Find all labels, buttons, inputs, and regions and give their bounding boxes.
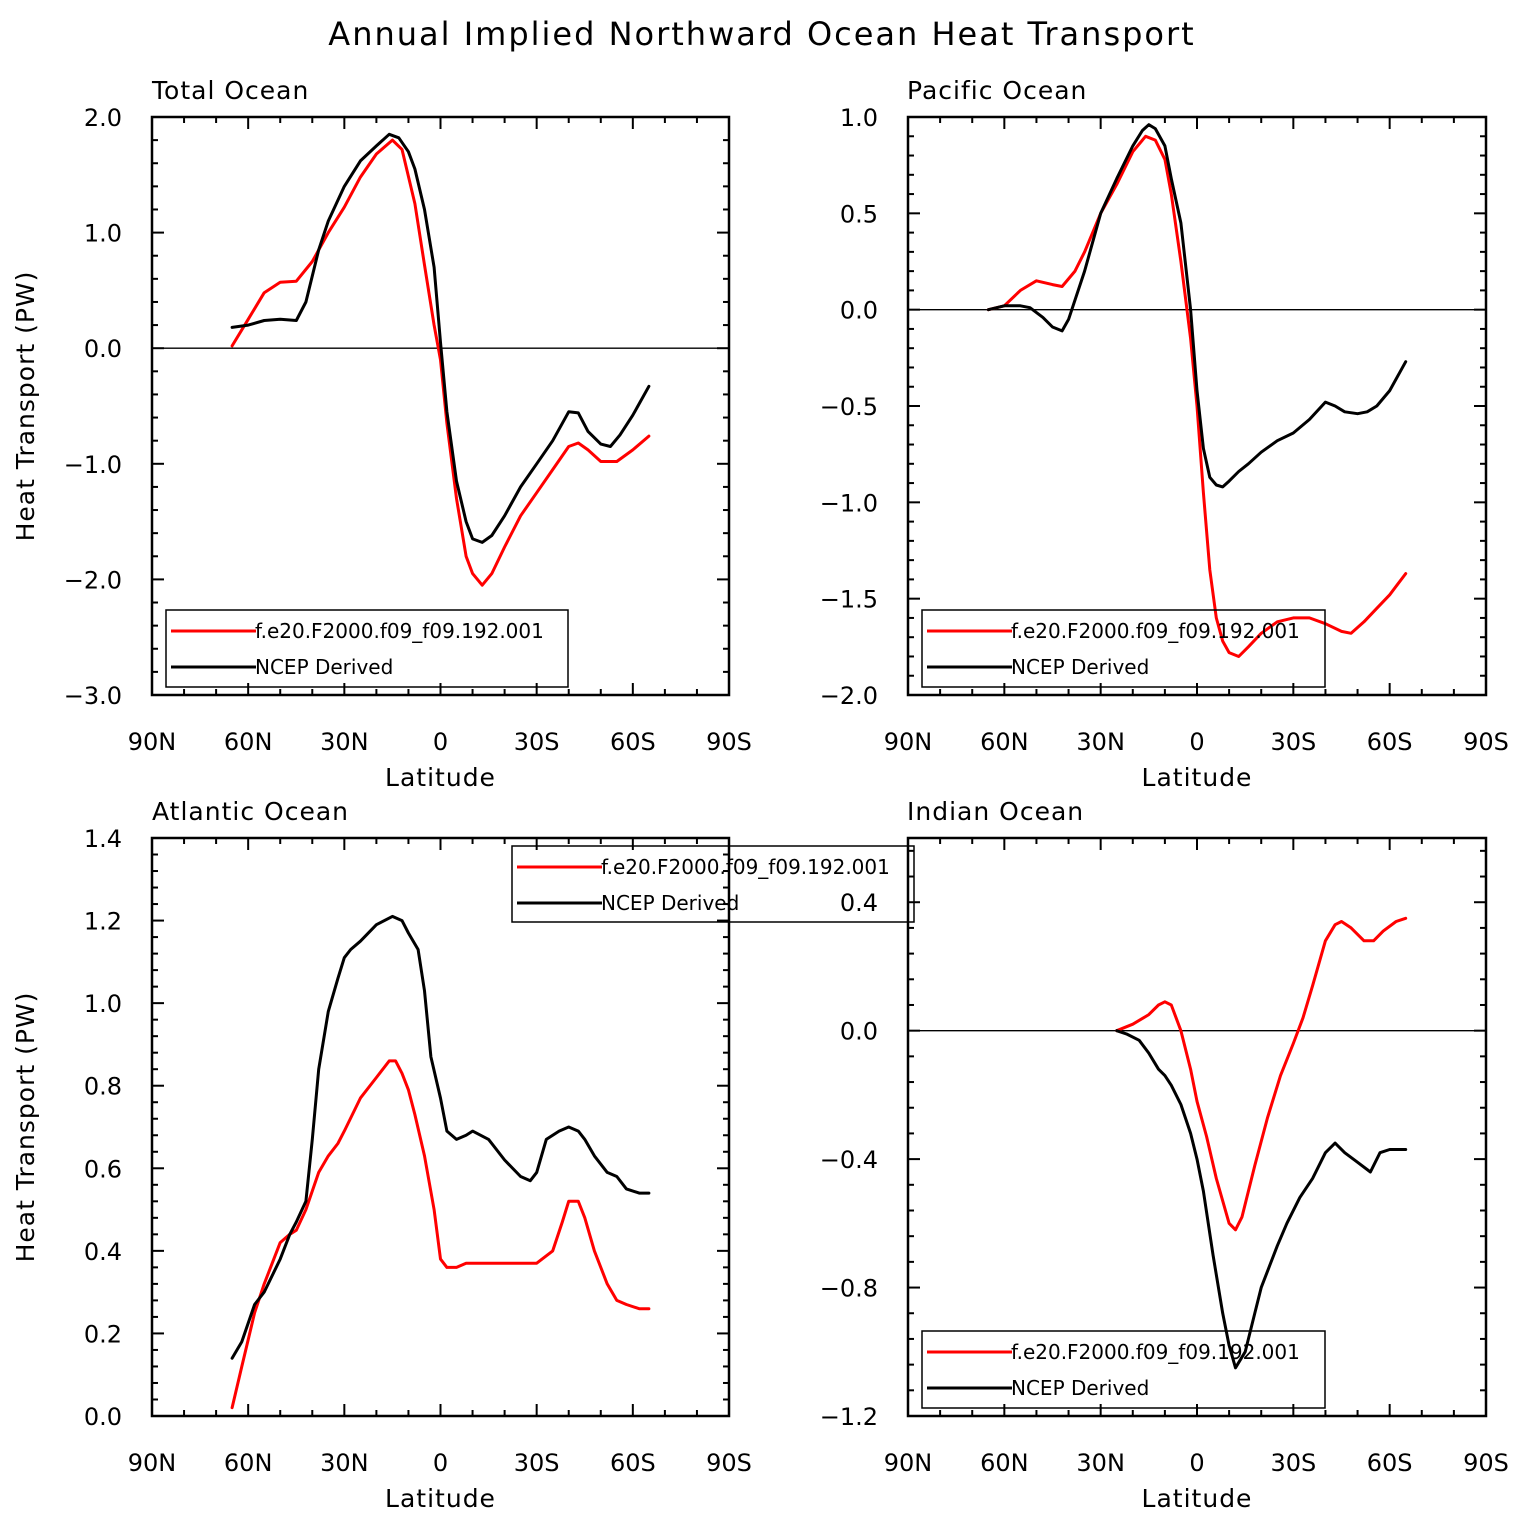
panel-indian-ocean: Indian Ocean 90N 60N 30N 0 30S 60S 90S −1.2 −0.8… bbox=[820, 797, 1509, 1513]
y-tick-label: 0.0 bbox=[840, 297, 878, 325]
legend-label: f.e20.F2000.f09_f09.192.001 bbox=[255, 619, 544, 643]
legend-box bbox=[165, 609, 569, 688]
panel-atlantic-ocean: Atlantic Ocean 90N 60N 30N 0 30S 60S 90S 0.0 0.2… bbox=[11, 797, 915, 1513]
x-tick-label: 90N bbox=[884, 728, 933, 756]
legend-label: NCEP Derived bbox=[255, 655, 393, 679]
x-tick-label: 60S bbox=[610, 1449, 656, 1477]
y-tick-label: 0.8 bbox=[84, 1073, 122, 1101]
x-tick-label: 90S bbox=[706, 728, 752, 756]
plot-frame bbox=[906, 115, 1488, 697]
x-tick-label: 30N bbox=[1076, 1449, 1125, 1477]
series-line-model bbox=[230, 1059, 651, 1410]
legend-label: f.e20.F2000.f09_f09.192.001 bbox=[1011, 619, 1300, 643]
y-tick-label: 0.6 bbox=[84, 1155, 122, 1183]
legend: f.e20.F2000.f09_f09.192.001 NCEP Derived bbox=[511, 845, 915, 923]
x-axis-label: Latitude bbox=[1142, 1484, 1253, 1513]
x-tick-label: 60N bbox=[980, 1449, 1029, 1477]
y-tick-label: −0.4 bbox=[820, 1146, 878, 1174]
x-tick-label: 60N bbox=[224, 1449, 273, 1477]
x-tick-label: 90S bbox=[706, 1449, 752, 1477]
y-tick-label: 0.2 bbox=[84, 1320, 122, 1348]
legend-label: NCEP Derived bbox=[601, 891, 739, 915]
legend-label: f.e20.F2000.f09_f09.192.001 bbox=[1011, 1340, 1300, 1364]
y-tick-label: 1.0 bbox=[84, 220, 122, 248]
panel-title: Total Ocean bbox=[151, 76, 309, 105]
series-line-ncep bbox=[1115, 1029, 1408, 1370]
legend: f.e20.F2000.f09_f09.192.001 NCEP Derived bbox=[921, 1330, 1326, 1409]
y-tick-label: 0.0 bbox=[84, 335, 122, 363]
x-tick-label: 30S bbox=[1270, 728, 1316, 756]
y-axis-label: Heat Transport (PW) bbox=[11, 271, 40, 542]
main-title: Annual Implied Northward Ocean Heat Tran… bbox=[328, 15, 1195, 53]
x-tick-label: 90S bbox=[1463, 1449, 1509, 1477]
y-tick-label: 1.0 bbox=[840, 104, 878, 132]
x-tick-label: 30S bbox=[514, 1449, 560, 1477]
x-tick-label: 60N bbox=[980, 728, 1029, 756]
x-tick-label: 0 bbox=[1189, 1449, 1204, 1477]
x-tick-label: 30N bbox=[320, 1449, 369, 1477]
y-tick-label: −0.5 bbox=[820, 393, 878, 421]
x-tick-label: 60S bbox=[610, 728, 656, 756]
x-tick-label: 30N bbox=[320, 728, 369, 756]
legend-box bbox=[511, 845, 915, 923]
legend-box bbox=[921, 1330, 1326, 1409]
x-tick-label: 90N bbox=[884, 1449, 933, 1477]
x-tick-label: 90N bbox=[128, 1449, 177, 1477]
y-tick-label: 1.0 bbox=[84, 990, 122, 1018]
x-tick-label: 30S bbox=[514, 728, 560, 756]
panel-title: Pacific Ocean bbox=[907, 76, 1087, 105]
legend-box bbox=[921, 609, 1326, 688]
panel-title: Indian Ocean bbox=[907, 797, 1084, 826]
y-tick-label: −1.5 bbox=[820, 586, 878, 614]
legend-label: NCEP Derived bbox=[1011, 655, 1149, 679]
y-axis-label: Heat Transport (PW) bbox=[11, 992, 40, 1263]
series-line-model bbox=[1115, 916, 1408, 1232]
series-line-ncep bbox=[986, 123, 1408, 489]
legend: f.e20.F2000.f09_f09.192.001 NCEP Derived bbox=[921, 609, 1326, 688]
y-tick-label: 0.5 bbox=[840, 200, 878, 228]
y-tick-label: 0.4 bbox=[840, 889, 878, 917]
y-tick-label: 0.4 bbox=[84, 1238, 122, 1266]
x-axis-label: Latitude bbox=[385, 1484, 496, 1513]
x-axis-label: Latitude bbox=[1142, 763, 1253, 792]
x-tick-label: 0 bbox=[1189, 728, 1204, 756]
x-tick-label: 30N bbox=[1076, 728, 1125, 756]
y-tick-label: 1.4 bbox=[84, 825, 122, 853]
y-tick-label: 2.0 bbox=[84, 104, 122, 132]
legend: f.e20.F2000.f09_f09.192.001 NCEP Derived bbox=[165, 609, 569, 688]
series-line-ncep bbox=[230, 914, 651, 1360]
legend-label: f.e20.F2000.f09_f09.192.001 bbox=[601, 855, 890, 879]
series-line-model bbox=[986, 134, 1408, 658]
series-line-model bbox=[230, 138, 651, 587]
y-tick-label: 1.2 bbox=[84, 908, 122, 936]
y-tick-label: −0.8 bbox=[820, 1275, 878, 1303]
panel-title: Atlantic Ocean bbox=[152, 797, 349, 826]
panel-pacific-ocean: Pacific Ocean 90N 60N 30N 0 30S 60S 90S −2.0 −1.… bbox=[820, 76, 1509, 792]
y-tick-label: −1.0 bbox=[64, 451, 122, 479]
series-line-ncep bbox=[230, 132, 651, 544]
x-tick-label: 0 bbox=[433, 728, 448, 756]
x-tick-label: 0 bbox=[433, 1449, 448, 1477]
legend-label: NCEP Derived bbox=[1011, 1376, 1149, 1400]
plot-frame bbox=[150, 115, 731, 697]
y-tick-label: −2.0 bbox=[820, 682, 878, 710]
x-tick-label: 60S bbox=[1367, 728, 1413, 756]
x-tick-label: 60N bbox=[224, 728, 273, 756]
plot-frame bbox=[906, 836, 1488, 1418]
plot-frame bbox=[150, 836, 731, 1418]
x-tick-label: 30S bbox=[1270, 1449, 1316, 1477]
y-tick-label: 0.0 bbox=[840, 1018, 878, 1046]
x-axis-label: Latitude bbox=[385, 763, 496, 792]
x-tick-label: 60S bbox=[1367, 1449, 1413, 1477]
y-tick-label: −3.0 bbox=[64, 682, 122, 710]
x-tick-label: 90S bbox=[1463, 728, 1509, 756]
y-tick-label: −1.0 bbox=[820, 489, 878, 517]
y-tick-label: 0.0 bbox=[84, 1403, 122, 1431]
y-tick-label: −2.0 bbox=[64, 566, 122, 594]
y-tick-label: −1.2 bbox=[820, 1403, 878, 1431]
panel-total-ocean: Total Ocean 90N 60N 30N 0 30S 60S 90S −3.0 −2.0 −… bbox=[11, 76, 752, 792]
x-tick-label: 90N bbox=[128, 728, 177, 756]
